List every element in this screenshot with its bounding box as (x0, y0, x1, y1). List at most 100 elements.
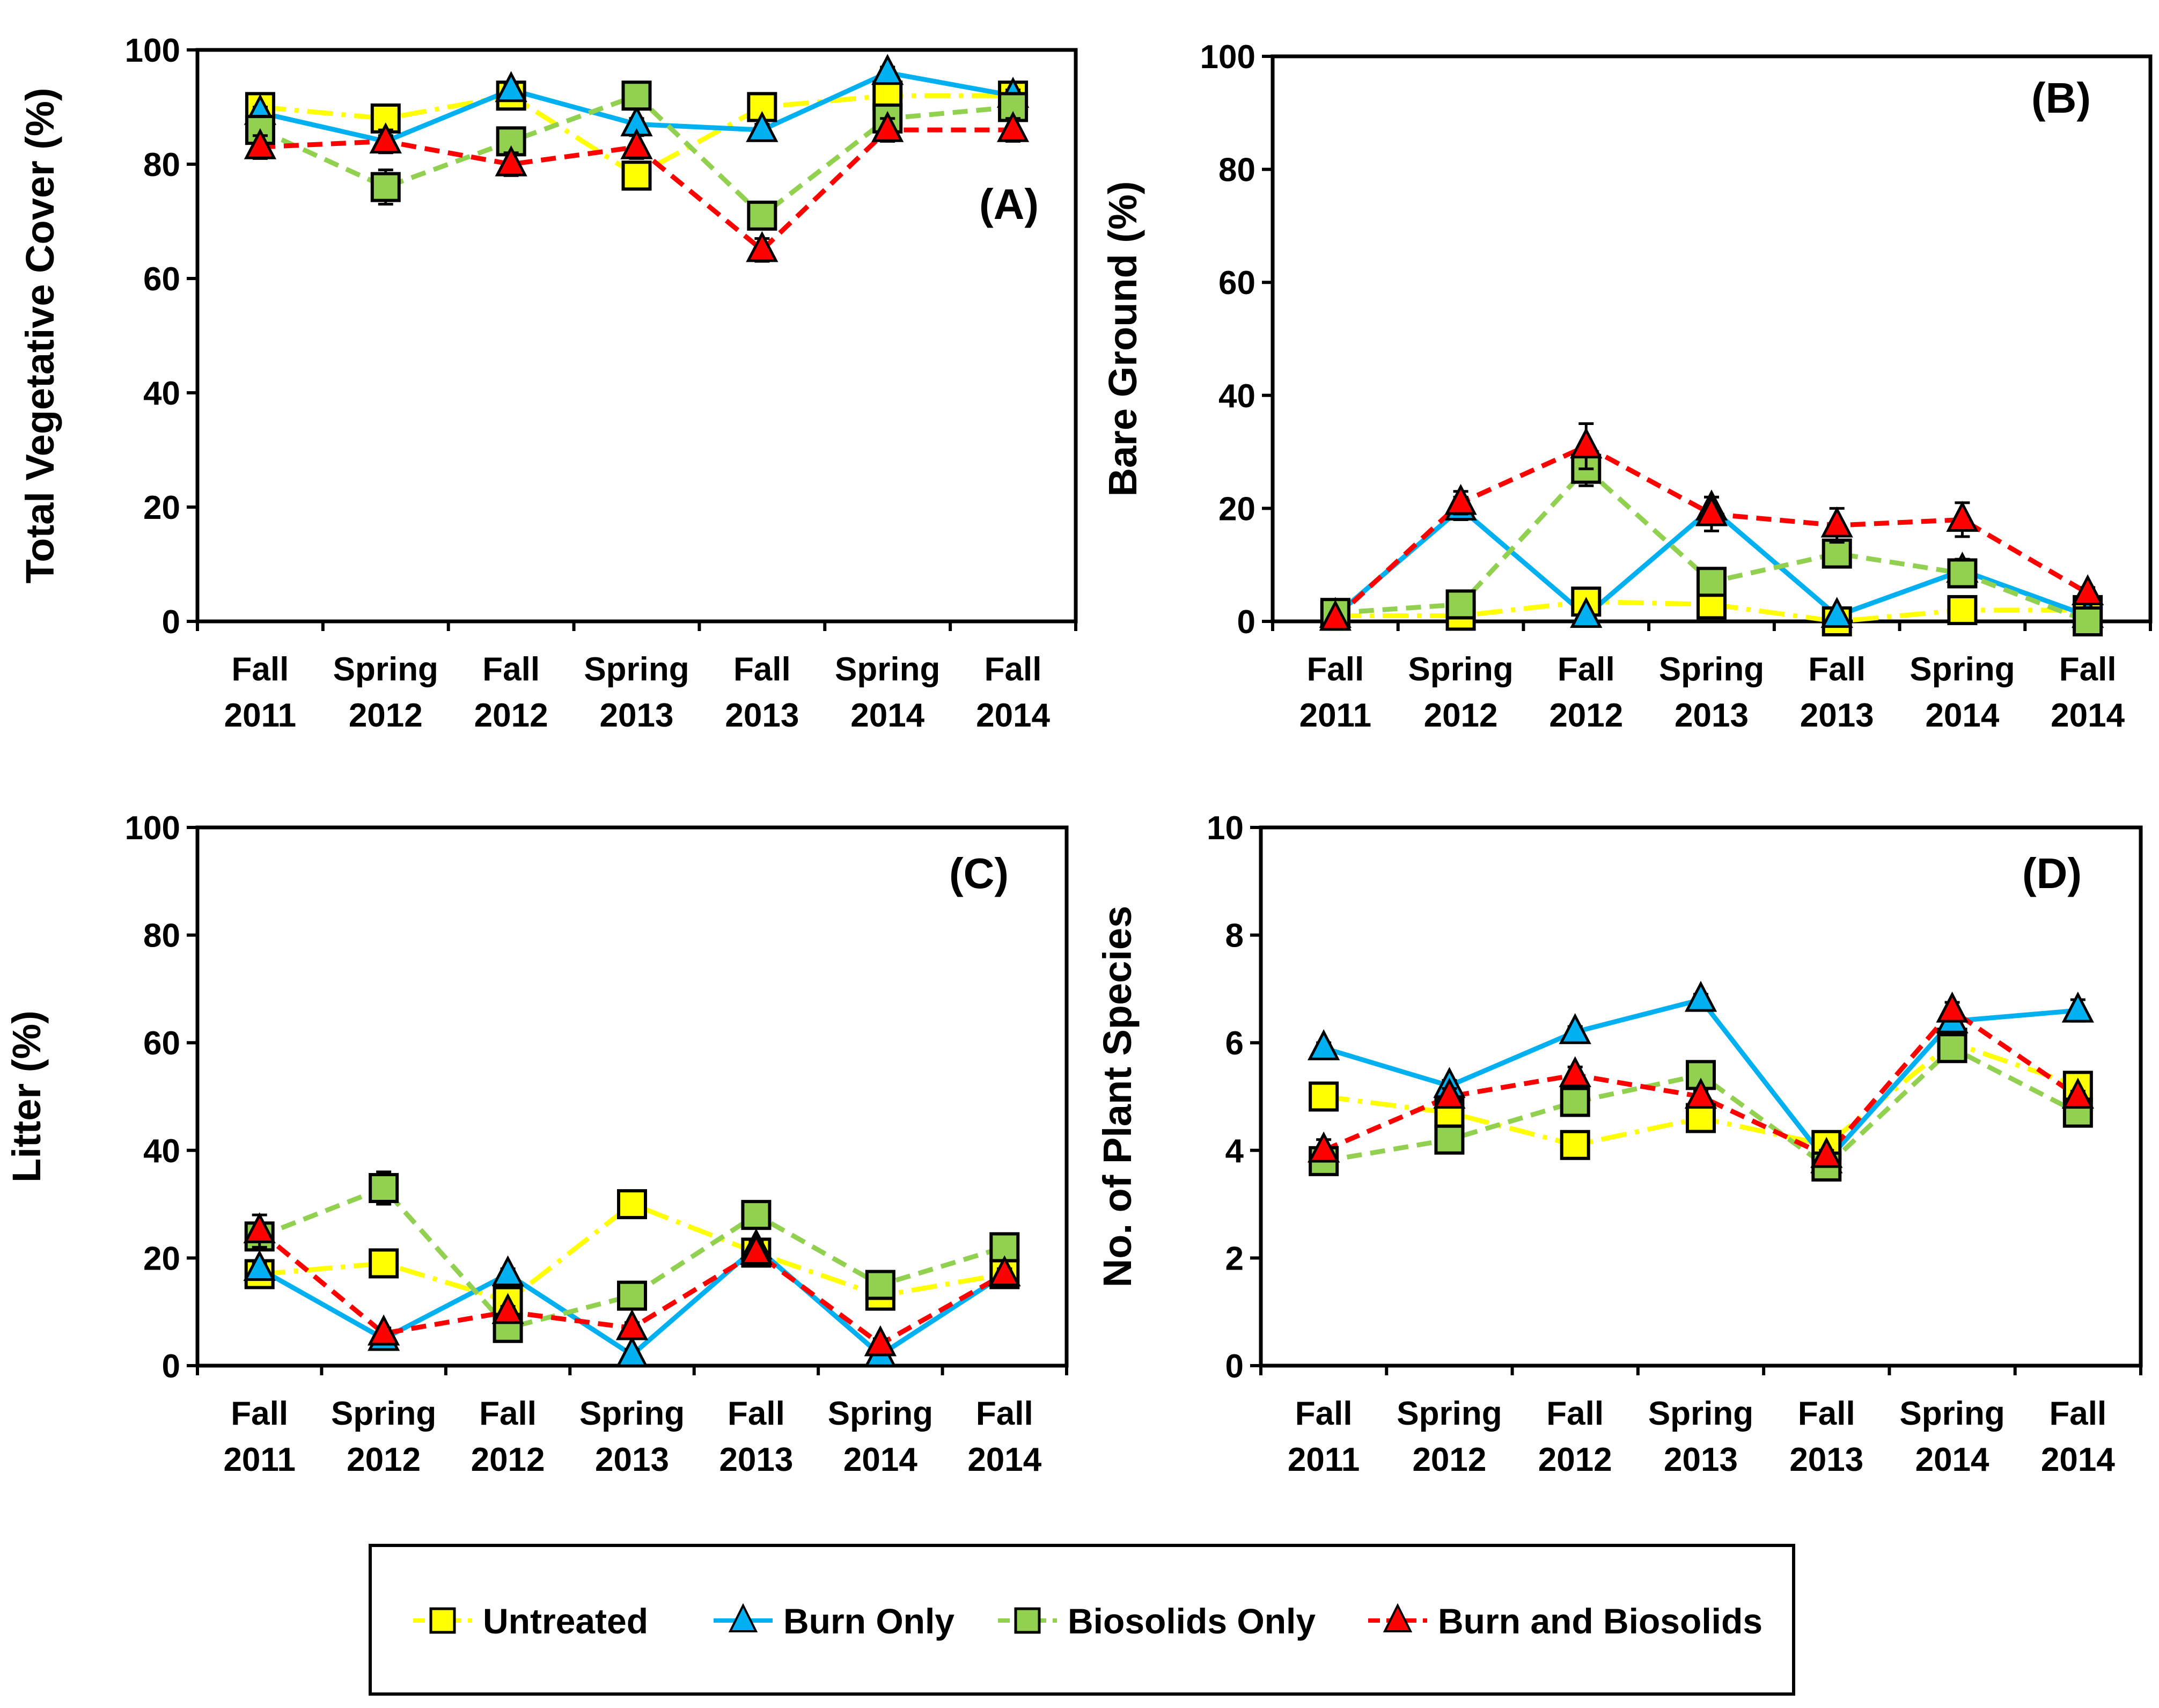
x-tick-label-line1: Fall (2049, 1395, 2106, 1432)
y-tick-label: 4 (1225, 1133, 1244, 1170)
data-point-untreated (1947, 595, 1978, 625)
y-tick-label: 100 (1200, 39, 1255, 76)
y-tick-label: 6 (1225, 1025, 1244, 1062)
data-point-burn_and_biosolids (1433, 1077, 1466, 1109)
x-tick-label-line1: Fall (985, 651, 1042, 688)
x-tick-label: Fall 2014 (976, 651, 1050, 734)
data-point-burn_only (1559, 1013, 1591, 1044)
data-point-burn_and_biosolids (1810, 1137, 1843, 1168)
data-point-burn_and_biosolids (1695, 495, 1728, 526)
y-tick-label: 60 (143, 261, 180, 298)
data-point-burn_only (2061, 991, 2094, 1023)
legend-marker-burn_and_biosolids (1383, 1603, 1413, 1632)
x-tick-label-line1: Spring (1648, 1395, 1753, 1432)
data-point-burn_and_biosolids (2072, 574, 2104, 606)
x-tick-label: Spring 2012 (1408, 651, 1513, 734)
x-tick-label-line1: Spring (584, 651, 689, 688)
x-tick-label-line1: Fall (1808, 651, 1866, 688)
x-tick-label-line2: 2011 (224, 697, 297, 734)
x-tick-label: Fall 2011 (1288, 1395, 1360, 1478)
x-tick-label-line2: 2014 (2051, 697, 2125, 734)
legend: Untreated Burn Only Biosolids Only Burn and… (369, 1544, 1795, 1696)
x-tick-label-line1: Fall (1295, 1395, 1353, 1432)
x-tick-label: Fall 2012 (474, 651, 548, 734)
plot-frame (1259, 825, 2143, 1368)
data-point-biosolids_only (2073, 606, 2103, 636)
data-point-burn_and_biosolids (620, 128, 653, 159)
x-tick-label-line2: 2012 (1549, 697, 1623, 734)
x-tick-label: Spring 2013 (1659, 651, 1764, 734)
x-tick-label-line2: 2012 (1538, 1441, 1612, 1478)
y-tick-label: 2 (1225, 1240, 1244, 1277)
data-point-untreated (621, 160, 652, 191)
y-tick-label: 20 (1218, 490, 1255, 527)
panel-label: (B) (2031, 74, 2091, 122)
y-axis-label: Litter (%) (4, 1010, 49, 1183)
data-point-burn_only (243, 1250, 276, 1281)
x-tick-label: Fall 2014 (967, 1395, 1041, 1478)
y-tick-label: 8 (1225, 918, 1244, 955)
data-point-burn_only (1570, 597, 1603, 628)
x-tick-label-line2: 2012 (474, 697, 548, 734)
legend-box (369, 1544, 1795, 1696)
y-tick-label: 60 (143, 1025, 180, 1062)
x-tick-label-line2: 2014 (967, 1441, 1041, 1478)
panel-d: 0 2 4 6 8 10 Fall 2011 Spring 2012 Fall 2012 Spring 2… (1095, 810, 2143, 1478)
x-tick-label: Fall 2014 (2041, 1395, 2115, 1478)
x-tick-label-line1: Fall (482, 651, 540, 688)
legend-label-biosolids_only: Biosolids Only (1068, 1601, 1316, 1641)
data-point-untreated (369, 1248, 399, 1279)
y-tick-label: 20 (143, 1240, 180, 1277)
x-tick-label-line2: 2013 (725, 697, 799, 734)
x-tick-label-line2: 2011 (223, 1441, 296, 1478)
data-point-burn_only (1308, 1029, 1340, 1060)
data-point-untreated (1560, 1130, 1590, 1160)
data-point-biosolids_only (865, 1270, 895, 1300)
x-tick-label: Spring 2012 (331, 1395, 436, 1478)
x-tick-label: Fall 2013 (1789, 1395, 1863, 1478)
x-tick-label-line1: Fall (728, 1395, 785, 1432)
data-point-burn_and_biosolids (871, 111, 904, 142)
data-point-untreated (617, 1189, 647, 1220)
y-tick-label: 80 (1218, 152, 1255, 189)
x-tick-label: Spring 2013 (579, 1395, 685, 1478)
x-tick-label-line1: Spring (835, 651, 940, 688)
x-tick-label-line1: Fall (232, 651, 289, 688)
x-tick-label-line1: Spring (828, 1395, 933, 1432)
x-tick-label: Spring 2013 (1648, 1395, 1753, 1478)
x-tick-label-line1: Fall (1798, 1395, 1855, 1432)
y-tick-label: 20 (143, 489, 180, 526)
x-tick-label-line2: 2012 (349, 697, 423, 734)
data-point-burn_and_biosolids (1319, 599, 1352, 631)
data-point-burn_and_biosolids (491, 1293, 524, 1324)
x-tick-label-line1: Spring (331, 1395, 436, 1432)
x-tick-label-line2: 2012 (1412, 1441, 1486, 1478)
data-point-burn_and_biosolids (1936, 991, 1969, 1023)
legend-label-untreated: Untreated (483, 1601, 648, 1641)
y-axis-label: Total Vegetative Cover (%) (18, 88, 62, 584)
data-point-untreated (1309, 1081, 1339, 1112)
x-tick-label: Fall 2013 (1800, 651, 1874, 734)
x-tick-label-line1: Spring (1910, 651, 2015, 688)
data-point-burn_and_biosolids (2061, 1077, 2094, 1109)
panel-label: (A) (979, 180, 1039, 228)
x-tick-label-line1: Fall (231, 1395, 288, 1432)
data-point-burn_and_biosolids (1559, 1056, 1591, 1088)
data-point-biosolids_only (370, 172, 401, 202)
x-tick-label-line2: 2013 (1789, 1441, 1863, 1478)
y-tick-label: 10 (1207, 810, 1244, 847)
data-point-biosolids_only (1560, 1087, 1590, 1117)
data-point-burn_and_biosolids (615, 1309, 649, 1340)
x-tick-label-line1: Fall (976, 1395, 1033, 1432)
y-tick-label: 80 (143, 146, 180, 184)
x-tick-label-line2: 2012 (471, 1441, 545, 1478)
data-point-burn_and_biosolids (244, 128, 277, 159)
data-point-biosolids_only (1937, 1033, 1967, 1064)
y-tick-label: 40 (1218, 378, 1255, 415)
plot-frame (195, 48, 1078, 624)
y-tick-label: 0 (1225, 1348, 1244, 1385)
data-point-biosolids_only (1434, 1124, 1465, 1155)
data-point-burn_only (495, 71, 527, 102)
